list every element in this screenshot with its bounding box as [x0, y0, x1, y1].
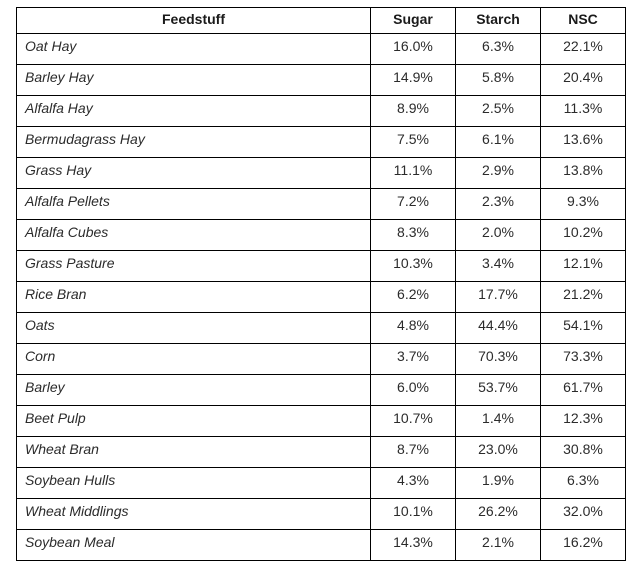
- table-row: Soybean Hulls 4.3% 1.9% 6.3%: [16, 467, 626, 499]
- cell-sugar-value: 10.7%: [370, 405, 456, 437]
- table-row: Soybean Meal 14.3% 2.1% 16.2%: [16, 529, 626, 561]
- cell-sugar-value: 10.1%: [370, 498, 456, 530]
- cell-sugar-value: 14.9%: [370, 64, 456, 96]
- cell-feedstuff-name: Oats: [16, 312, 371, 344]
- cell-starch-value: 23.0%: [455, 436, 541, 468]
- table-row: Alfalfa Cubes 8.3% 2.0% 10.2%: [16, 219, 626, 251]
- cell-starch-value: 2.5%: [455, 95, 541, 127]
- cell-starch-value: 70.3%: [455, 343, 541, 375]
- cell-nsc-value: 32.0%: [540, 498, 626, 530]
- cell-starch-value: 1.9%: [455, 467, 541, 499]
- cell-nsc-value: 9.3%: [540, 188, 626, 220]
- cell-sugar-value: 3.7%: [370, 343, 456, 375]
- cell-feedstuff-name: Barley Hay: [16, 64, 371, 96]
- cell-nsc-value: 12.3%: [540, 405, 626, 437]
- cell-starch-value: 17.7%: [455, 281, 541, 313]
- cell-sugar-value: 8.9%: [370, 95, 456, 127]
- cell-sugar-value: 8.3%: [370, 219, 456, 251]
- cell-feedstuff-name: Alfalfa Cubes: [16, 219, 371, 251]
- cell-feedstuff-name: Wheat Bran: [16, 436, 371, 468]
- cell-starch-value: 6.3%: [455, 33, 541, 65]
- cell-sugar-value: 4.3%: [370, 467, 456, 499]
- cell-feedstuff-name: Beet Pulp: [16, 405, 371, 437]
- cell-nsc-value: 73.3%: [540, 343, 626, 375]
- cell-nsc-value: 10.2%: [540, 219, 626, 251]
- cell-feedstuff-name: Rice Bran: [16, 281, 371, 313]
- header-cell-nsc: NSC: [540, 7, 626, 34]
- cell-sugar-value: 11.1%: [370, 157, 456, 189]
- feedstuff-nsc-table: Feedstuff Sugar Starch NSC Oat Hay 16.0% 6.3%…: [16, 7, 626, 561]
- cell-nsc-value: 11.3%: [540, 95, 626, 127]
- cell-sugar-value: 10.3%: [370, 250, 456, 282]
- header-cell-sugar: Sugar: [370, 7, 456, 34]
- cell-feedstuff-name: Soybean Meal: [16, 529, 371, 561]
- cell-nsc-value: 54.1%: [540, 312, 626, 344]
- cell-sugar-value: 7.5%: [370, 126, 456, 158]
- table-row: Barley 6.0% 53.7% 61.7%: [16, 374, 626, 406]
- cell-feedstuff-name: Alfalfa Hay: [16, 95, 371, 127]
- table-row: Grass Hay 11.1% 2.9% 13.8%: [16, 157, 626, 189]
- cell-feedstuff-name: Corn: [16, 343, 371, 375]
- table-row: Grass Pasture 10.3% 3.4% 12.1%: [16, 250, 626, 282]
- cell-sugar-value: 6.0%: [370, 374, 456, 406]
- cell-feedstuff-name: Barley: [16, 374, 371, 406]
- table-row: Corn 3.7% 70.3% 73.3%: [16, 343, 626, 375]
- table-row: Barley Hay 14.9% 5.8% 20.4%: [16, 64, 626, 96]
- table-row: Alfalfa Pellets 7.2% 2.3% 9.3%: [16, 188, 626, 220]
- cell-starch-value: 2.9%: [455, 157, 541, 189]
- cell-nsc-value: 21.2%: [540, 281, 626, 313]
- cell-starch-value: 53.7%: [455, 374, 541, 406]
- table-row: Wheat Middlings 10.1% 26.2% 32.0%: [16, 498, 626, 530]
- cell-starch-value: 5.8%: [455, 64, 541, 96]
- cell-starch-value: 1.4%: [455, 405, 541, 437]
- cell-nsc-value: 6.3%: [540, 467, 626, 499]
- cell-feedstuff-name: Wheat Middlings: [16, 498, 371, 530]
- header-row: Feedstuff Sugar Starch NSC: [16, 7, 626, 34]
- cell-starch-value: 2.3%: [455, 188, 541, 220]
- table-row: Oats 4.8% 44.4% 54.1%: [16, 312, 626, 344]
- cell-sugar-value: 14.3%: [370, 529, 456, 561]
- cell-nsc-value: 13.8%: [540, 157, 626, 189]
- cell-feedstuff-name: Soybean Hulls: [16, 467, 371, 499]
- cell-starch-value: 26.2%: [455, 498, 541, 530]
- table-row: Rice Bran 6.2% 17.7% 21.2%: [16, 281, 626, 313]
- cell-nsc-value: 30.8%: [540, 436, 626, 468]
- cell-feedstuff-name: Grass Hay: [16, 157, 371, 189]
- table-row: Oat Hay 16.0% 6.3% 22.1%: [16, 33, 626, 65]
- cell-nsc-value: 61.7%: [540, 374, 626, 406]
- cell-nsc-value: 20.4%: [540, 64, 626, 96]
- cell-feedstuff-name: Alfalfa Pellets: [16, 188, 371, 220]
- cell-nsc-value: 22.1%: [540, 33, 626, 65]
- cell-starch-value: 3.4%: [455, 250, 541, 282]
- cell-nsc-value: 12.1%: [540, 250, 626, 282]
- cell-starch-value: 6.1%: [455, 126, 541, 158]
- cell-feedstuff-name: Grass Pasture: [16, 250, 371, 282]
- cell-sugar-value: 4.8%: [370, 312, 456, 344]
- table-header: Feedstuff Sugar Starch NSC: [16, 7, 626, 34]
- cell-nsc-value: 16.2%: [540, 529, 626, 561]
- header-cell-starch: Starch: [455, 7, 541, 34]
- table-row: Bermudagrass Hay 7.5% 6.1% 13.6%: [16, 126, 626, 158]
- cell-feedstuff-name: Bermudagrass Hay: [16, 126, 371, 158]
- cell-starch-value: 2.1%: [455, 529, 541, 561]
- cell-nsc-value: 13.6%: [540, 126, 626, 158]
- cell-sugar-value: 6.2%: [370, 281, 456, 313]
- table-row: Wheat Bran 8.7% 23.0% 30.8%: [16, 436, 626, 468]
- header-cell-feedstuff: Feedstuff: [16, 7, 371, 34]
- cell-starch-value: 44.4%: [455, 312, 541, 344]
- table-row: Beet Pulp 10.7% 1.4% 12.3%: [16, 405, 626, 437]
- cell-feedstuff-name: Oat Hay: [16, 33, 371, 65]
- cell-sugar-value: 8.7%: [370, 436, 456, 468]
- cell-sugar-value: 7.2%: [370, 188, 456, 220]
- cell-starch-value: 2.0%: [455, 219, 541, 251]
- table-body: Oat Hay 16.0% 6.3% 22.1% Barley Hay 14.9% 5.8%…: [16, 33, 626, 561]
- table-row: Alfalfa Hay 8.9% 2.5% 11.3%: [16, 95, 626, 127]
- cell-sugar-value: 16.0%: [370, 33, 456, 65]
